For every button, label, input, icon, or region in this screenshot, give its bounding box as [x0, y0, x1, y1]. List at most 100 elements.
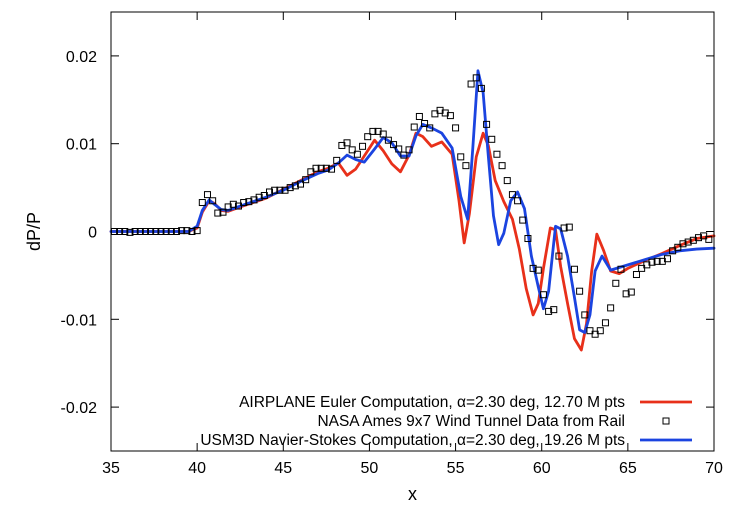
data-point: [328, 165, 336, 173]
data-point: [446, 112, 454, 120]
data-point: [131, 228, 139, 235]
data-point: [390, 141, 398, 149]
data-point: [369, 127, 377, 135]
data-point: [539, 291, 547, 299]
data-point: [147, 228, 155, 235]
data-point: [297, 180, 305, 188]
data-layer: [109, 69, 716, 352]
x-tick-label: 60: [533, 460, 551, 477]
data-point: [395, 145, 403, 153]
data-point: [353, 150, 361, 158]
data-point: [291, 182, 299, 190]
data-point: [400, 151, 408, 159]
data-point: [317, 164, 325, 172]
data-point: [307, 168, 315, 176]
y-axis-label: dP/P: [24, 212, 44, 251]
data-point: [622, 290, 630, 298]
data-point: [565, 223, 573, 231]
data-point: [421, 120, 429, 128]
data-point: [570, 265, 578, 273]
data-point: [612, 279, 620, 287]
data-point: [679, 240, 687, 248]
data-point: [508, 191, 516, 199]
data-point: [560, 224, 568, 232]
legend-swatch-marker: [662, 417, 670, 425]
data-point: [359, 142, 367, 150]
data-point: [384, 136, 392, 144]
data-point: [276, 186, 284, 194]
data-point: [452, 124, 460, 132]
data-point: [648, 258, 656, 266]
x-tick-label: 40: [188, 460, 206, 477]
data-point: [188, 228, 196, 235]
data-point: [183, 227, 191, 235]
data-point: [684, 238, 692, 246]
y-tick-label: 0.02: [66, 49, 97, 66]
data-point: [591, 330, 599, 338]
data-point: [157, 228, 165, 235]
data-point: [322, 164, 330, 172]
data-point: [172, 228, 180, 235]
data-point: [694, 234, 702, 242]
data-point: [700, 232, 708, 240]
data-point: [209, 197, 217, 205]
data-point: [483, 120, 491, 128]
data-point: [545, 307, 553, 315]
data-point: [214, 209, 222, 217]
data-point: [271, 186, 279, 194]
data-point: [333, 156, 341, 164]
data-point: [121, 228, 129, 235]
data-point: [653, 257, 661, 265]
data-point: [534, 266, 542, 274]
data-point: [405, 146, 413, 154]
data-point: [514, 197, 522, 205]
data-point: [472, 74, 480, 82]
data-point: [162, 228, 170, 235]
data-point: [229, 200, 237, 208]
legend: AIRPLANE Euler Computation, α=2.30 deg, …: [200, 394, 692, 449]
data-point: [234, 202, 242, 210]
x-tick-label: 55: [447, 460, 465, 477]
data-point: [203, 191, 211, 199]
y-tick-label: 0: [88, 225, 97, 242]
data-point: [431, 110, 439, 118]
data-point: [596, 327, 604, 335]
data-point: [126, 228, 134, 236]
series-line-2: [109, 69, 716, 334]
data-point: [266, 188, 273, 196]
data-point: [555, 252, 563, 260]
data-point: [601, 319, 609, 327]
data-point: [663, 255, 671, 263]
data-point: [498, 162, 506, 170]
legend-label-2: USM3D Navier-Stokes Computation, α=2.30 …: [200, 432, 625, 449]
legend-label-1: NASA Ames 9x7 Wind Tunnel Data from Rail: [317, 413, 625, 430]
series-markers: [110, 74, 713, 338]
x-axis-label: x: [408, 484, 417, 504]
plot-frame: [110, 11, 715, 452]
data-point: [705, 235, 713, 243]
data-point: [348, 146, 356, 154]
data-point: [477, 84, 485, 92]
data-point: [576, 287, 584, 295]
data-point: [457, 153, 465, 161]
x-tick-label: 65: [619, 460, 637, 477]
data-point: [260, 192, 268, 199]
legend-label-0: AIRPLANE Euler Computation, α=2.30 deg, …: [239, 394, 625, 411]
x-tick-label: 35: [102, 460, 120, 477]
x-tick-label: 50: [361, 460, 379, 477]
data-point: [302, 176, 310, 184]
data-point: [255, 193, 263, 201]
data-point: [607, 304, 615, 312]
data-point: [193, 227, 201, 235]
data-point: [467, 80, 475, 88]
data-point: [581, 311, 589, 319]
data-point: [493, 150, 501, 158]
data-point: [529, 264, 537, 272]
data-point: [410, 123, 418, 131]
data-point: [415, 112, 423, 120]
data-point: [627, 288, 635, 296]
data-point: [152, 228, 160, 235]
data-point: [519, 216, 527, 224]
ticks-layer: [110, 12, 715, 451]
